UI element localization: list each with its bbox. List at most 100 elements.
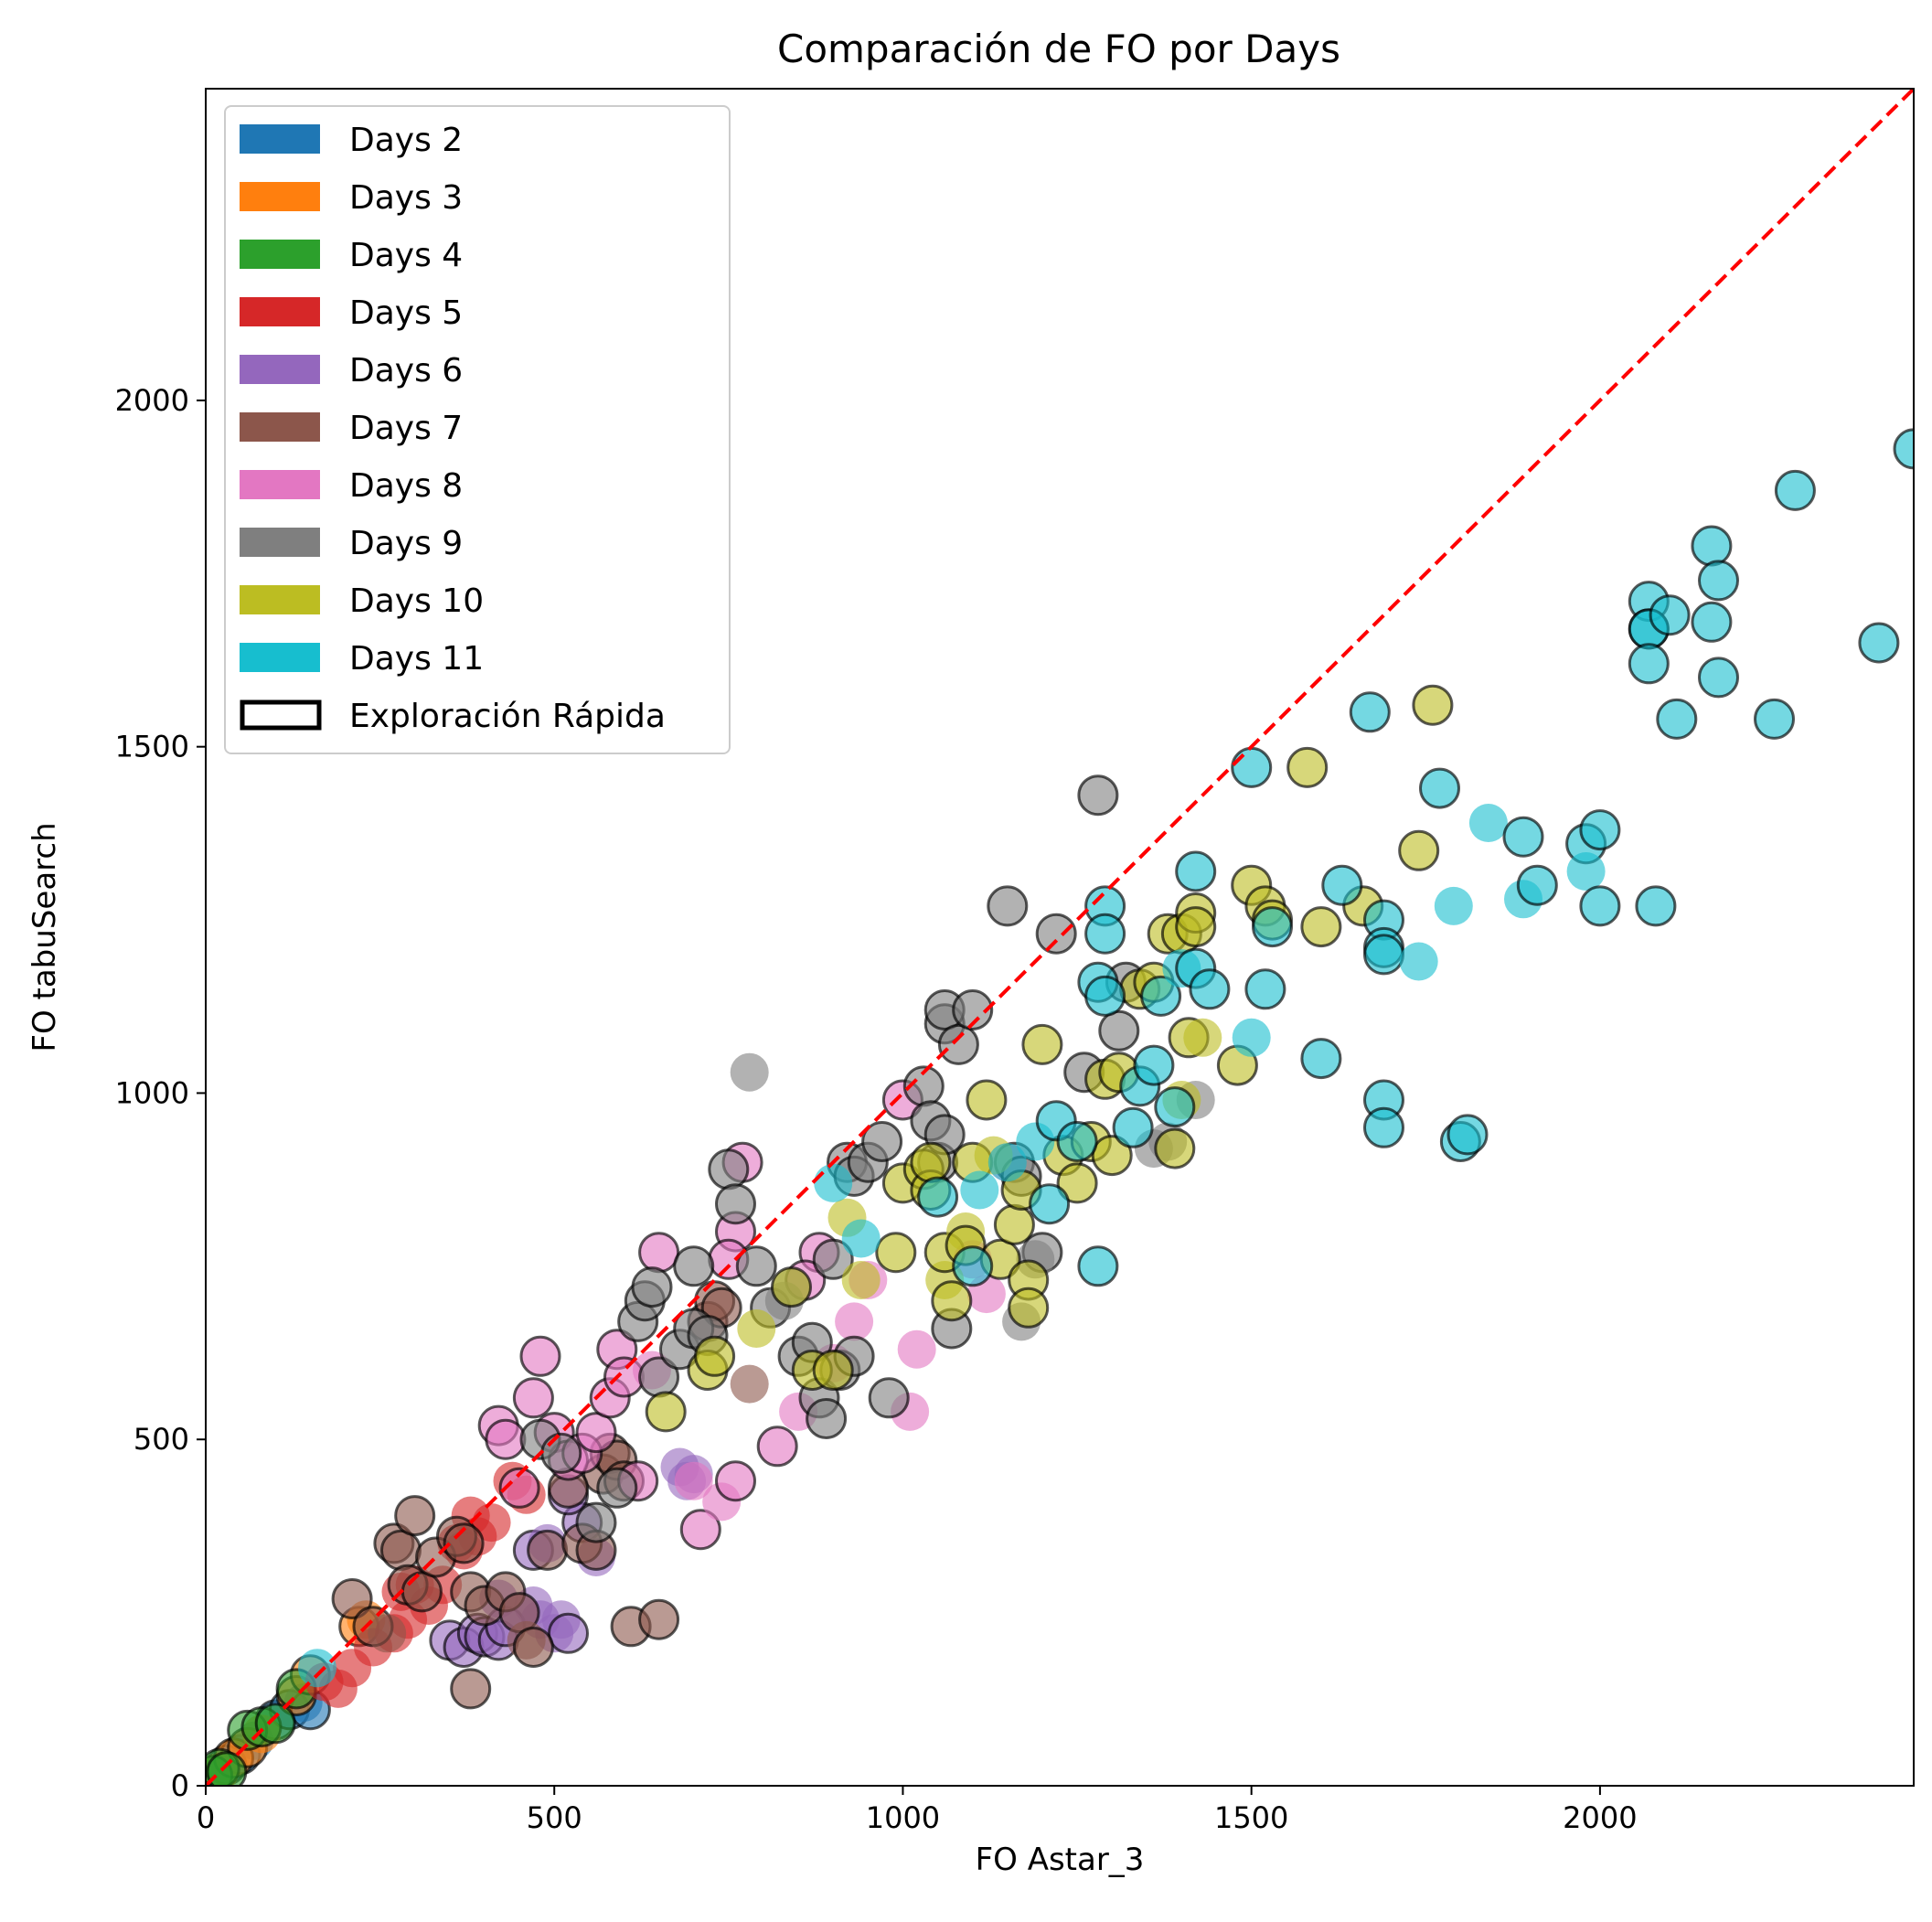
y-tick-label: 1500 [115,730,189,764]
scatter-point [812,1238,854,1280]
scatter-point [380,1529,422,1571]
scatter-point [1300,906,1342,948]
scatter-point [730,1052,769,1092]
x-tick-label: 0 [197,1800,215,1835]
scatter-point [937,1023,979,1065]
scatter-point [1140,975,1182,1017]
scatter-point [841,1219,881,1258]
legend-swatch [240,585,320,614]
legend-label: Days 2 [349,122,463,159]
scatter-point [575,1412,617,1454]
legend-label: Days 10 [349,582,484,620]
legend-label: Days 7 [349,410,463,447]
scatter-point [1691,601,1733,643]
scatter-point [737,1309,776,1348]
scatter-point [1502,816,1544,858]
scatter-point [1112,1106,1154,1148]
scatter-point [1754,698,1795,740]
scatter-point [952,1245,994,1287]
scatter-point [400,1571,443,1613]
scatter-point [868,1377,910,1419]
scatter-point [694,1335,736,1377]
x-axis: 0 500 1000 1500 2000 [197,1786,1638,1835]
scatter-point [1398,829,1440,871]
scatter-point [394,1495,436,1537]
legend-label: Days 6 [349,352,463,390]
legend-swatch [240,297,320,326]
scatter-point [1516,864,1558,906]
scatter-point [498,1467,540,1509]
scatter-point [1035,913,1077,955]
scatter-point [1399,942,1438,981]
scatter-point [443,1522,485,1564]
y-tick-label: 1000 [115,1075,189,1110]
scatter-point [1077,1245,1119,1287]
legend-swatch [240,470,320,499]
scatter-point [1628,643,1670,685]
legend-swatch [240,528,320,557]
x-tick-label: 2000 [1563,1800,1637,1835]
scatter-point [1252,906,1293,948]
legend-swatch [240,240,320,269]
scatter-point [1133,1044,1175,1086]
scatter-point [1056,1121,1098,1162]
scatter-point [1154,1086,1196,1128]
scatter-point [1189,968,1231,1010]
scatter-point [1154,1127,1196,1169]
x-tick-label: 1500 [1214,1800,1288,1835]
scatter-point [987,1143,1027,1182]
scatter-point [1698,657,1739,699]
scatter-point [771,1266,812,1308]
scatter-point [1446,1114,1489,1156]
reference-line-y-equals-x [206,89,1914,1786]
scatter-point [1893,428,1914,470]
scatter-point [1363,934,1404,976]
scatter-point [512,1627,554,1668]
scatter-point [645,1391,687,1433]
scatter-point [1183,1018,1222,1057]
scatter-point [527,1529,569,1571]
scatter-point [1649,594,1691,636]
points-layer [206,428,1914,1786]
legend-swatch [240,355,320,384]
legend-label: Exploración Rápida [349,698,666,735]
plot-frame [205,88,1915,1787]
scatter-point [1349,691,1391,733]
scatter-point [1232,1018,1271,1057]
x-axis-label: FO Astar_3 [976,1842,1145,1878]
scatter-point [1084,913,1126,955]
scatter-point [254,1703,296,1745]
legend-frame [224,105,731,754]
scatter-point [1858,622,1900,664]
legend-swatch [240,182,320,211]
scatter-point [1774,469,1816,511]
scatter-point [548,1612,589,1654]
scatter-point [206,1751,248,1786]
scatter-point [814,1163,853,1202]
scatter-point [1579,885,1621,927]
scatter-point [1091,1135,1133,1177]
scatter-point [1579,809,1621,851]
x-tick-label: 500 [527,1800,582,1835]
y-axis: 0 500 1000 1500 2000 [115,383,206,1803]
scatter-point [331,1578,373,1619]
scatter-point [1635,885,1677,927]
scatter-point [673,1245,715,1287]
y-tick-label: 0 [171,1768,189,1803]
scatter-point [715,1183,756,1225]
scatter-point [1029,1183,1071,1225]
scatter-point [1656,698,1698,740]
legend-label: Days 4 [349,237,463,274]
scatter-point [512,1377,554,1419]
scatter-point [987,885,1029,927]
scatter-point [715,1460,756,1502]
legend-swatch [240,124,320,154]
scatter-point [638,1598,680,1640]
scatter-point [841,1261,881,1299]
scatter-point [1434,886,1473,925]
x-tick-label: 1000 [866,1800,940,1835]
scatter-point [960,1170,999,1210]
scatter-point [735,1245,777,1287]
